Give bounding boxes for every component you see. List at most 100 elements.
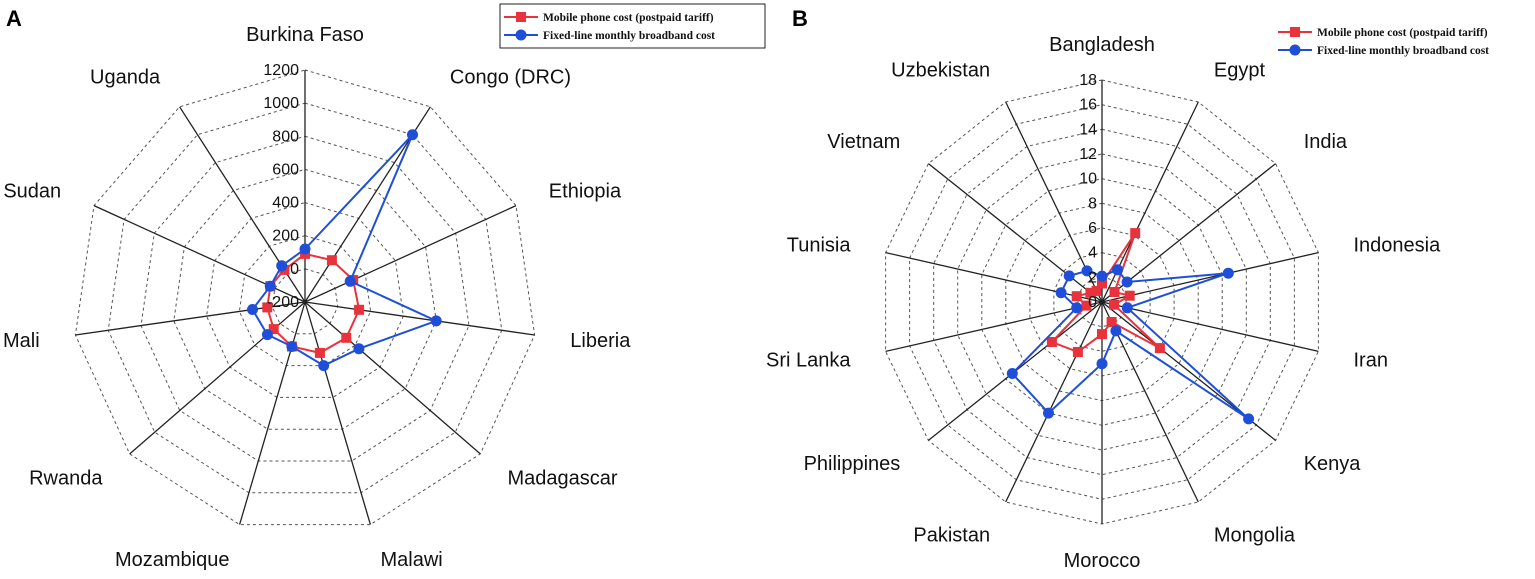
category-label-a-10: Uganda [90, 67, 161, 89]
legend-label-mobile-b: Mobile phone cost (postpaid tariff) [1317, 27, 1488, 39]
category-label-a-3: Liberia [570, 330, 631, 352]
tick-label-a-4: 600 [272, 161, 299, 178]
category-label-a-7: Rwanda [29, 468, 103, 490]
spoke-b-12 [927, 163, 1103, 303]
grid-ring-b-1 [1077, 276, 1127, 328]
category-label-a-6: Mozambique [115, 549, 230, 571]
category-label-b-6: Mongolia [1214, 524, 1296, 546]
category-label-b-12: Vietnam [827, 131, 900, 153]
data-point-b-mobile-6 [1106, 317, 1117, 327]
panel-letter-b: B [792, 6, 808, 31]
data-point-b-broadband-9 [1006, 368, 1018, 379]
data-point-a-broadband-6 [286, 341, 298, 352]
category-layer-b: Bangladesh Egypt India Indonesia Iran Kenya Mo… [766, 34, 1441, 572]
spoke-b-8 [1005, 301, 1103, 503]
tick-label-b-3: 6 [1088, 220, 1097, 237]
legend-box-a [499, 3, 766, 49]
data-point-b-mobile-4 [1109, 299, 1119, 310]
data-point-b-broadband-3 [1222, 267, 1234, 279]
data-point-b-broadband-8 [1043, 407, 1054, 419]
category-label-b-3: Indonesia [1354, 235, 1442, 257]
tick-label-b-4: 8 [1088, 195, 1097, 212]
category-label-a-1: Congo (DRC) [450, 67, 571, 89]
category-label-b-0: Bangladesh [1049, 34, 1155, 56]
data-point-a-broadband-0 [299, 243, 311, 255]
legend-marker-broadband-b [1289, 44, 1301, 56]
category-label-a-0: Burkina Faso [246, 24, 364, 46]
data-point-b-mobile-8 [1072, 347, 1083, 357]
category-label-b-7: Morocco [1064, 550, 1141, 572]
tick-label-b-1: 2 [1088, 269, 1097, 286]
data-point-b-mobile-2 [1109, 287, 1120, 297]
data-point-b-mobile-11 [1071, 291, 1082, 302]
spoke-b-4 [1101, 301, 1319, 353]
data-point-b-mobile-7 [1097, 329, 1107, 340]
data-point-a-broadband-4 [353, 343, 365, 355]
category-label-b-8: Pakistan [913, 524, 990, 546]
grid-ring-b-6 [957, 153, 1247, 451]
spoke-a-3 [304, 301, 535, 336]
data-point-b-broadband-4 [1121, 302, 1133, 314]
data-point-b-mobile-0 [1097, 278, 1107, 289]
tick-label-a-5: 800 [272, 128, 299, 145]
grid-ring-b-7 [933, 128, 1271, 476]
data-point-a-mobile-8 [262, 302, 273, 313]
grid-ring-a-1 [271, 268, 339, 335]
category-label-a-9: Sudan [3, 181, 61, 203]
tick-label-a-6: 1000 [263, 95, 299, 112]
tick-label-b-2: 4 [1088, 245, 1097, 262]
radar-panel-b: B 0 2 4 6 8 10 12 14 16 18 Bangladesh Egypt India In… [766, 6, 1489, 572]
spoke-a-7 [129, 301, 306, 455]
data-point-b-mobile-12 [1085, 287, 1096, 298]
data-point-b-broadband-0 [1096, 270, 1108, 282]
data-point-a-broadband-5 [318, 360, 330, 372]
tick-layer-a: -200 0 200 400 600 800 1000 1200 [263, 62, 299, 311]
tick-label-b-7: 14 [1079, 121, 1097, 138]
legend-marker-mobile-a [516, 12, 526, 22]
category-label-b-13: Uzbekistan [891, 60, 990, 82]
tick-label-b-8: 16 [1079, 97, 1097, 114]
spoke-a-4 [304, 301, 481, 455]
category-label-a-5: Malawi [381, 549, 443, 571]
legend-label-broadband-b: Fixed-line monthly broadband cost [1317, 45, 1489, 57]
tick-label-a-3: 400 [272, 195, 299, 212]
data-point-b-mobile-9 [1046, 337, 1057, 347]
category-label-b-11: Tunisia [787, 235, 852, 257]
data-point-b-broadband-7 [1096, 358, 1108, 370]
category-label-b-1: Egypt [1214, 60, 1266, 82]
legend-b: Mobile phone cost (postpaid tariff) Fixe… [1278, 27, 1489, 57]
data-point-a-broadband-3 [430, 315, 442, 327]
tick-label-a-0: -200 [267, 294, 299, 311]
category-label-b-5: Kenya [1304, 453, 1362, 475]
spoke-a-5 [304, 301, 372, 525]
data-point-b-mobile-13 [1091, 285, 1102, 296]
data-point-b-broadband-6 [1110, 325, 1122, 337]
data-point-b-mobile-5 [1154, 343, 1165, 354]
grid-layer-a [74, 69, 536, 526]
data-point-a-mobile-4 [341, 332, 352, 343]
data-point-b-broadband-12 [1063, 270, 1075, 282]
data-point-a-mobile-1 [326, 255, 337, 266]
data-point-b-broadband-10 [1071, 302, 1083, 314]
legend-label-broadband-a: Fixed-line monthly broadband cost [543, 30, 715, 42]
data-point-b-broadband-1 [1112, 264, 1123, 276]
radar-panel-a: A -200 0 200 400 600 800 1000 1200 Burkina Faso… [3, 3, 766, 571]
data-point-a-broadband-10 [276, 260, 288, 272]
data-point-a-mobile-7 [268, 324, 279, 335]
category-layer-a: Burkina Faso Congo (DRC) Ethiopia Liberia Ma… [3, 24, 631, 571]
spoke-b-3 [1101, 251, 1319, 303]
legend-marker-broadband-a [515, 29, 527, 41]
series-layer-b [1006, 228, 1255, 425]
data-point-b-mobile-3 [1124, 290, 1135, 301]
data-point-a-broadband-1 [407, 129, 418, 141]
tick-label-b-0: 0 [1088, 294, 1097, 311]
tick-layer-b: 0 2 4 6 8 10 12 14 16 18 [1079, 72, 1097, 311]
data-point-a-broadband-2 [344, 275, 356, 287]
data-point-b-mobile-1 [1130, 228, 1141, 239]
spoke-a-2 [304, 205, 517, 303]
data-point-b-broadband-11 [1055, 287, 1067, 299]
data-point-b-broadband-13 [1081, 265, 1093, 277]
data-point-a-broadband-9 [264, 280, 276, 292]
grid-ring-a-6 [107, 102, 503, 494]
category-label-a-8: Mali [3, 330, 40, 352]
